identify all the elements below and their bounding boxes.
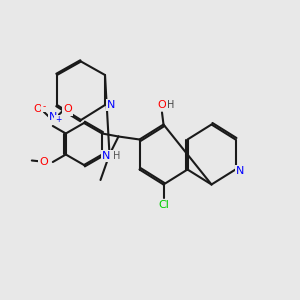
Text: N: N — [102, 151, 111, 161]
Text: H: H — [167, 100, 175, 110]
Text: N: N — [236, 166, 244, 176]
Text: N: N — [107, 100, 115, 110]
Text: O: O — [39, 157, 48, 167]
Text: O: O — [158, 100, 166, 110]
Text: H: H — [113, 151, 121, 161]
Text: N: N — [49, 112, 57, 122]
Text: +: + — [55, 116, 62, 124]
Text: Cl: Cl — [158, 200, 169, 211]
Text: O: O — [63, 104, 72, 115]
Text: -: - — [42, 102, 45, 111]
Text: O: O — [33, 104, 42, 115]
